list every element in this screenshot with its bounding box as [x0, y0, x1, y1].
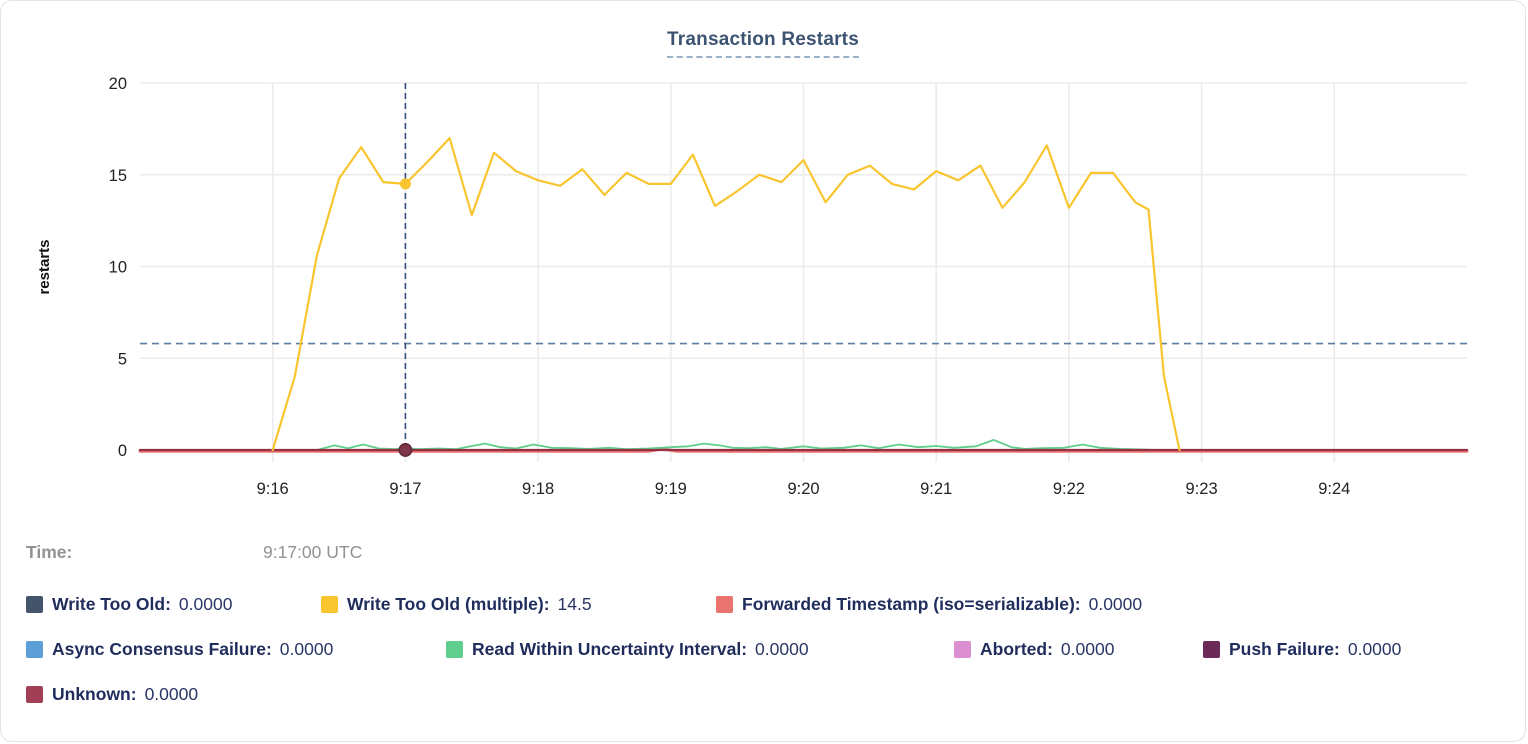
- y-axis-label: restarts: [36, 239, 53, 294]
- series-line-write-too-old-multiple-: [271, 137, 1181, 452]
- legend-label: Unknown:: [52, 683, 137, 704]
- legend-value: 0.0000: [144, 683, 199, 704]
- legend-item-write-too-old[interactable]: Write Too Old: 0.0000: [26, 594, 321, 615]
- legend-label: Aborted:: [980, 638, 1053, 659]
- transaction-restarts-chart[interactable]: 9:16 9:17 9:18 9:19 9:20 9:21 9:22 9:23 9:24 0 5 10…: [1, 1, 1526, 521]
- y-tick-label: 10: [109, 259, 127, 277]
- legend-swatch-icon: [954, 640, 971, 658]
- x-tick-label: 9:20: [787, 480, 819, 498]
- legend-swatch-icon: [26, 595, 43, 613]
- legend-item-read-within-uncertainty-interval[interactable]: Read Within Uncertainty Interval: 0.0000: [446, 639, 954, 660]
- legend-row: Unknown: 0.0000: [26, 682, 1504, 706]
- legend-item-push-failure[interactable]: Push Failure: 0.0000: [1203, 639, 1401, 660]
- x-tick-label: 9:23: [1186, 480, 1218, 498]
- legend-label: Write Too Old:: [52, 593, 171, 614]
- legend-row: Async Consensus Failure: 0.0000 Read Withi…: [26, 637, 1504, 661]
- x-tick-label: 9:17: [389, 480, 421, 498]
- legend-swatch-icon: [1203, 640, 1220, 658]
- hover-time-row: Time: 9:17:00 UTC: [26, 539, 1504, 565]
- legend-swatch-icon: [26, 685, 43, 703]
- x-tick-label: 9:18: [522, 480, 554, 498]
- legend-label: Write Too Old (multiple):: [347, 593, 550, 614]
- legend-value: 0.0000: [279, 638, 334, 659]
- legend-item-forwarded-timestamp-iso-serializable[interactable]: Forwarded Timestamp (iso=serializable): 0…: [716, 594, 1142, 615]
- legend-item-async-consensus-failure[interactable]: Async Consensus Failure: 0.0000: [26, 639, 446, 660]
- legend-row: Write Too Old: 0.0000 Write Too Old (multi…: [26, 592, 1504, 616]
- legend-value: 14.5: [557, 593, 592, 614]
- y-tick-label: 20: [109, 75, 127, 93]
- legend-item-unknown[interactable]: Unknown: 0.0000: [26, 684, 198, 705]
- legend-value: 0.0000: [1060, 638, 1115, 659]
- legend: Write Too Old: 0.0000 Write Too Old (multi…: [26, 592, 1504, 706]
- x-tick-label: 9:24: [1318, 480, 1350, 498]
- legend-item-write-too-old-multiple[interactable]: Write Too Old (multiple): 14.5: [321, 594, 716, 615]
- legend-value: 0.0000: [755, 638, 809, 659]
- legend-label: Forwarded Timestamp (iso=serializable):: [742, 593, 1081, 614]
- legend-swatch-icon: [321, 595, 338, 613]
- chart-title-wrap: Transaction Restarts: [1, 29, 1525, 58]
- y-tick-label: 5: [118, 350, 127, 368]
- legend-value: 0.0000: [178, 593, 233, 614]
- x-tick-label: 9:19: [655, 480, 687, 498]
- legend-swatch-icon: [716, 595, 733, 613]
- hover-info-panel: Time: 9:17:00 UTC Write Too Old: 0.0000 Wr…: [26, 539, 1504, 727]
- chart-title[interactable]: Transaction Restarts: [667, 29, 859, 58]
- x-tick-label: 9:16: [257, 480, 289, 498]
- legend-label: Push Failure:: [1229, 638, 1340, 659]
- time-value: 9:17:00 UTC: [263, 541, 363, 562]
- y-tick-label: 15: [109, 167, 127, 185]
- time-label: Time:: [26, 541, 73, 562]
- legend-value: 0.0000: [1088, 593, 1143, 614]
- legend-label: Read Within Uncertainty Interval:: [472, 638, 748, 659]
- hover-marker-dot: [398, 443, 413, 457]
- hover-marker-dot: [399, 178, 411, 190]
- y-tick-label: 0: [118, 442, 127, 460]
- legend-swatch-icon: [446, 640, 463, 658]
- legend-label: Async Consensus Failure:: [52, 638, 272, 659]
- x-tick-label: 9:22: [1053, 480, 1085, 498]
- legend-item-aborted[interactable]: Aborted: 0.0000: [954, 639, 1203, 660]
- legend-swatch-icon: [26, 640, 43, 658]
- x-tick-label: 9:21: [920, 480, 952, 498]
- legend-value: 0.0000: [1347, 638, 1402, 659]
